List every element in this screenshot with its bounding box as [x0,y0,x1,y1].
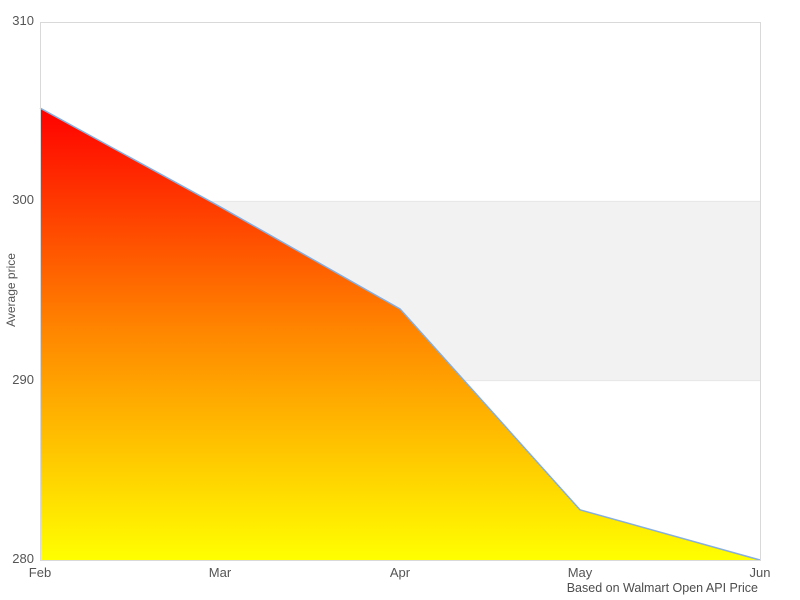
chart-caption: Based on Walmart Open API Price [566,581,758,595]
area-series-fill [40,108,760,560]
y-axis-tick-label: 300 [12,192,34,208]
y-axis-tick-label: 290 [12,371,34,387]
x-axis-tick-label: Feb [28,565,52,580]
x-axis-tick-label: Jun [749,565,771,580]
x-axis-tick-label: Mar [208,565,232,580]
y-axis-tick-label: 280 [12,551,34,566]
y-axis-tick-label: 310 [12,13,34,28]
x-axis-tick-label: May [567,565,593,580]
area-series-line [39,107,761,561]
x-axis-tick-label: Apr [389,565,411,580]
y-axis-title: Average price [4,253,18,327]
plot-border [40,22,761,561]
